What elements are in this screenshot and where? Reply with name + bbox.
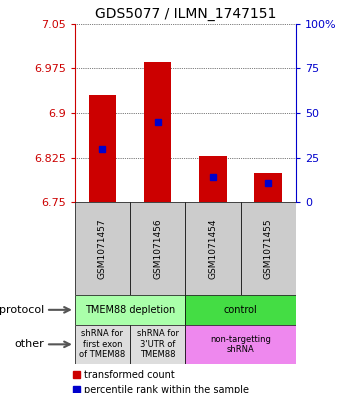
- Bar: [185, 202, 241, 294]
- Bar: [130, 325, 185, 364]
- Text: control: control: [224, 305, 257, 315]
- Text: protocol: protocol: [0, 305, 44, 315]
- Bar: [254, 173, 282, 202]
- Bar: [185, 294, 296, 325]
- Bar: [75, 325, 130, 364]
- Bar: [89, 95, 116, 202]
- Text: other: other: [14, 339, 44, 349]
- Bar: [185, 325, 296, 364]
- Bar: [199, 156, 227, 202]
- Text: non-targetting
shRNA: non-targetting shRNA: [210, 335, 271, 354]
- Legend: transformed count, percentile rank within the sample: transformed count, percentile rank withi…: [69, 366, 253, 393]
- Text: GSM1071454: GSM1071454: [208, 218, 217, 279]
- Bar: [75, 202, 130, 294]
- Bar: [144, 62, 171, 202]
- Text: TMEM88 depletion: TMEM88 depletion: [85, 305, 175, 315]
- Text: GSM1071456: GSM1071456: [153, 218, 162, 279]
- Bar: [130, 202, 185, 294]
- Bar: [75, 294, 185, 325]
- Text: GSM1071457: GSM1071457: [98, 218, 107, 279]
- Title: GDS5077 / ILMN_1747151: GDS5077 / ILMN_1747151: [95, 7, 276, 21]
- Text: shRNA for
first exon
of TMEM88: shRNA for first exon of TMEM88: [79, 329, 125, 359]
- Text: shRNA for
3'UTR of
TMEM88: shRNA for 3'UTR of TMEM88: [137, 329, 179, 359]
- Text: GSM1071455: GSM1071455: [264, 218, 273, 279]
- Bar: [241, 202, 296, 294]
